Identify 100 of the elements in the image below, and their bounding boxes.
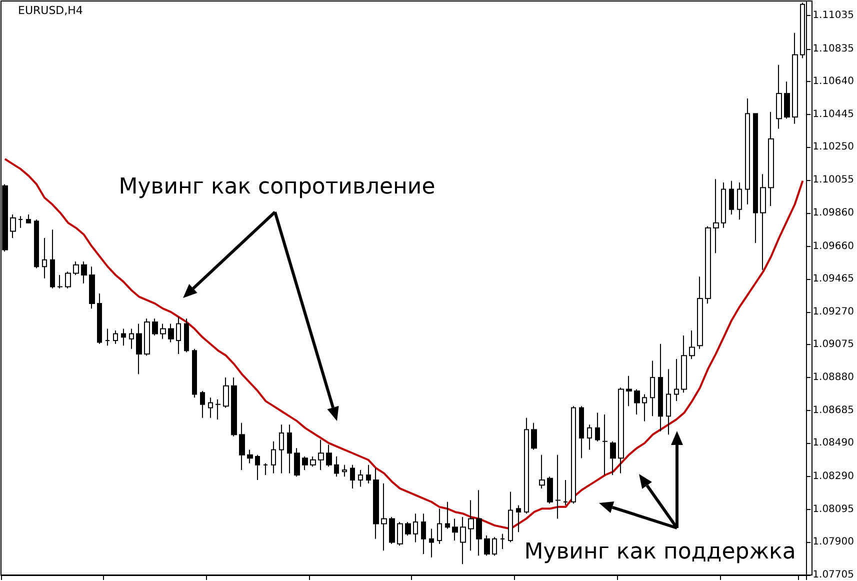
candlestick (579, 406, 584, 459)
candlestick (547, 476, 553, 504)
candlestick (294, 448, 300, 478)
candlestick (681, 334, 687, 394)
candlestick (571, 406, 576, 504)
y-tick-label: 1.10835 (812, 43, 854, 54)
candlestick (563, 480, 568, 506)
candlestick (342, 464, 347, 478)
candlestick (539, 454, 545, 489)
candlestick (65, 271, 71, 289)
candlestick (729, 180, 734, 215)
candlestick (397, 522, 403, 546)
y-tick-label: 1.09075 (812, 339, 854, 350)
candlestick (239, 422, 245, 470)
candlestick (531, 422, 537, 450)
candlestick (302, 456, 308, 470)
candlestick (215, 398, 221, 420)
y-tick-label: 1.10250 (812, 142, 854, 153)
candlestick (713, 178, 719, 254)
candlestick (50, 229, 55, 289)
candlestick (484, 535, 490, 556)
y-tick-label: 1.08490 (812, 438, 854, 449)
candlestick (129, 328, 134, 350)
y-tick-label: 1.08880 (812, 372, 854, 384)
y-tick-label: 1.09270 (812, 306, 854, 318)
candlestick (192, 348, 197, 398)
candlestick (429, 528, 434, 558)
candlestick (610, 440, 616, 476)
candlestick (595, 412, 600, 442)
candlestick (263, 462, 268, 476)
candlestick (452, 518, 458, 542)
candlestick (144, 318, 150, 356)
candlestick (721, 182, 726, 228)
candlestick (634, 388, 640, 415)
candlestick (208, 397, 213, 418)
candlestick (34, 219, 39, 269)
y-tick-label: 1.08095 (812, 504, 854, 515)
candlestick (231, 377, 237, 437)
y-tick-label: 1.08290 (812, 471, 854, 482)
candlestick (650, 360, 655, 417)
candlestick (97, 292, 102, 344)
candlestick (524, 417, 529, 514)
candlestick (113, 330, 118, 344)
y-tick-label: 1.10445 (812, 108, 854, 120)
candlestick (468, 500, 474, 552)
candlestick (10, 214, 16, 238)
candlestick (437, 508, 442, 544)
candlestick (555, 454, 561, 520)
annotation: Мувинг как сопротивление (118, 174, 436, 200)
y-tick-label: 1.07900 (812, 536, 854, 548)
candlestick (500, 533, 505, 550)
y-tick-label: 1.10055 (812, 174, 854, 186)
candlestick (737, 182, 742, 220)
candlestick (618, 387, 624, 474)
candlestick (745, 98, 750, 205)
candlestick (287, 424, 292, 474)
y-tick-label: 1.07705 (812, 570, 854, 580)
candlestick (57, 274, 63, 289)
candlestick (587, 424, 592, 450)
candlestick (26, 214, 31, 224)
candlestick (697, 276, 703, 350)
candlestick (492, 536, 497, 556)
candlestick (784, 81, 790, 120)
candlestick (413, 513, 418, 543)
y-tick-label: 1.11035 (812, 10, 854, 21)
candlestick (89, 266, 95, 310)
y-tick-label: 1.09860 (812, 207, 854, 218)
candlestick (658, 343, 663, 432)
candlestick (310, 456, 316, 468)
candlestick (689, 330, 695, 360)
candlestick (760, 174, 766, 270)
candlestick (255, 454, 260, 481)
candlestick (160, 323, 166, 340)
candlestick (373, 468, 379, 540)
candlestick (18, 216, 23, 228)
candlestick (460, 516, 466, 565)
candlestick (421, 513, 426, 554)
candlestick (705, 226, 711, 304)
annotation: Мувинг как поддержка (524, 540, 796, 564)
candlestick (674, 358, 679, 402)
candlestick (42, 237, 47, 279)
candlestick (602, 414, 608, 476)
candlestick (445, 501, 450, 530)
candlestick (753, 113, 758, 244)
candlestick (508, 491, 513, 543)
candlestick (176, 316, 181, 354)
candlestick (223, 377, 229, 408)
candlestick (168, 323, 174, 343)
candlestick (350, 464, 355, 489)
candlestick (358, 469, 363, 488)
y-tick-label: 1.09660 (812, 240, 854, 252)
candlestick (121, 328, 126, 346)
candlestick (389, 516, 395, 544)
candlestick (334, 456, 339, 478)
candlestick (279, 424, 284, 474)
candlestick (105, 328, 110, 346)
line-series (4, 158, 804, 530)
candlestick (73, 261, 79, 276)
candlestick (136, 323, 142, 375)
candlestick (666, 368, 671, 436)
